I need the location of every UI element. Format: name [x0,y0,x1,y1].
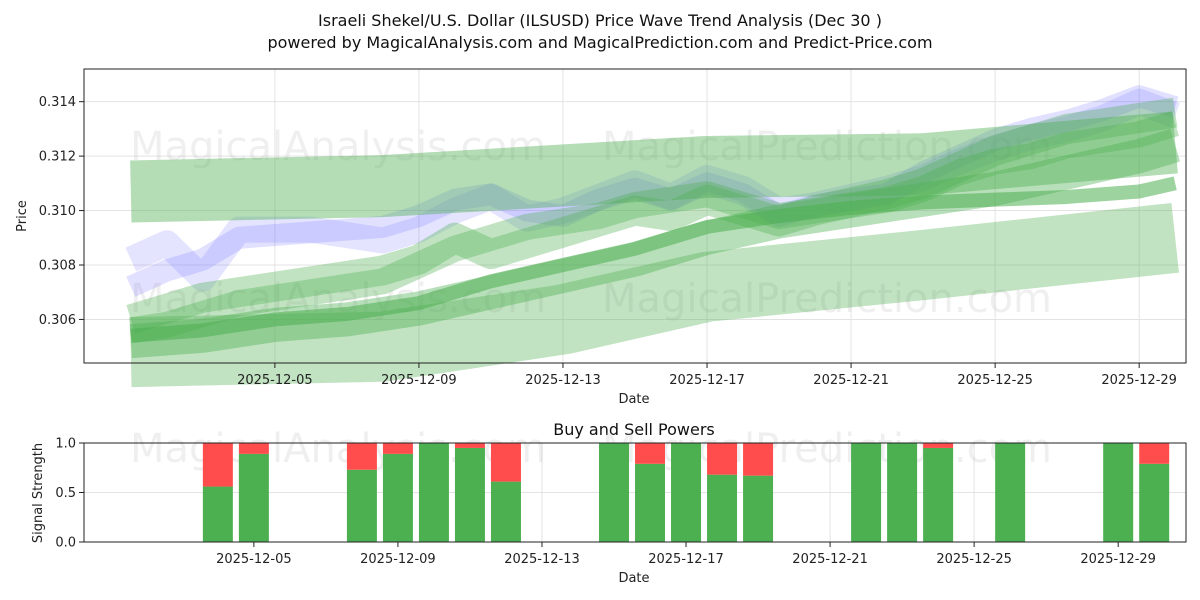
sell-bar [743,443,774,476]
buy-bar [202,486,233,542]
sell-bar [454,443,485,448]
sell-bar [382,443,413,454]
sell-bar [923,443,954,448]
buy-bar [346,469,377,542]
price-x-tick-label: 2025-12-17 [669,373,745,388]
buy-sell-x-ticks: 2025-12-05 2025-12-09 2025-12-13 2025-12-17… [216,542,1156,567]
price-wave-chart: MagicalAnalysis.com MagicalPrediction.com… [15,68,1187,407]
buy-bar [454,447,485,542]
price-y-tick-label: 0.314 [39,95,76,110]
price-y-tick-label: 0.308 [39,259,76,274]
buy-bar [851,443,882,542]
price-x-tick-label: 2025-12-29 [1101,373,1177,388]
sell-bar [490,443,521,482]
price-series-green-band-wide [130,111,1178,223]
sell-bar [635,443,666,464]
price-y-tick-label: 0.310 [39,204,76,219]
buy-bar [1103,443,1134,542]
buy-sell-watermark: MagicalPrediction.com [602,426,1052,472]
buy-bar [635,463,666,542]
sell-bar [1139,443,1170,464]
buy-bar [923,447,954,542]
buy-sell-bars [202,443,1170,542]
price-watermark: MagicalPrediction.com [602,276,1052,322]
price-series-green-trend-2 [129,128,1181,359]
buy-sell-x-tick-label: 2025-12-05 [216,552,292,567]
sell-bar [238,443,269,454]
buy-bar [599,443,629,542]
buy-bar [418,443,449,542]
buy-sell-x-tick-label: 2025-12-13 [504,552,580,567]
sell-bar [346,443,377,470]
price-y-ticks: 0.306 0.308 0.310 0.312 0.314 [39,95,84,328]
buy-sell-y-axis-label: Signal Strength [31,443,46,543]
price-series [125,85,1181,388]
buy-sell-y-tick-label: 0.0 [55,536,76,551]
price-series-blue-wave-1 [125,88,1180,292]
price-x-tick-label: 2025-12-21 [813,373,889,388]
price-x-tick-label: 2025-12-09 [381,373,457,388]
sell-bar [202,443,233,487]
buy-sell-y-tick-label: 1.0 [55,437,76,452]
price-x-tick-label: 2025-12-05 [237,373,313,388]
chart-title: Israeli Shekel/U.S. Dollar (ILSUSD) Pric… [318,11,882,30]
buy-sell-x-tick-label: 2025-12-09 [360,552,436,567]
price-y-axis-label: Price [15,200,30,232]
price-series-blue-wave-2 [126,85,1179,297]
buy-sell-x-tick-label: 2025-12-25 [936,552,1012,567]
buy-sell-x-tick-label: 2025-12-17 [648,552,724,567]
price-x-tick-label: 2025-12-25 [957,373,1033,388]
buy-bar [707,474,738,542]
buy-bar [238,453,269,542]
buy-sell-chart: Buy and Sell Powers MagicalAnalysis.com M… [31,420,1187,586]
buy-bar [671,443,702,542]
price-series-green-band-lower [130,202,1179,388]
buy-sell-x-axis-label: Date [618,571,649,586]
price-watermark: MagicalAnalysis.com [130,124,546,170]
buy-bar [995,443,1026,542]
price-series-green-trend-1 [130,176,1177,343]
buy-bar [382,453,413,542]
price-x-tick-label: 2025-12-13 [525,373,601,388]
buy-bar [1139,463,1170,542]
buy-sell-y-ticks: 0.0 0.5 1.0 [55,437,84,551]
price-plot-frame [83,68,1187,364]
price-x-axis-label: Date [618,392,649,407]
buy-bar [490,481,521,542]
buy-sell-y-tick-label: 0.5 [55,486,76,501]
price-y-tick-label: 0.312 [39,150,76,165]
price-x-ticks: 2025-12-05 2025-12-09 2025-12-13 2025-12-17… [237,363,1177,388]
buy-bar [887,443,918,542]
price-y-tick-label: 0.306 [39,313,76,328]
sell-bar [707,443,738,475]
price-watermark: MagicalPrediction.com [602,124,1052,170]
buy-bar [743,475,774,542]
price-series-green-wave-1 [126,97,1178,334]
buy-sell-x-tick-label: 2025-12-21 [792,552,868,567]
buy-sell-title: Buy and Sell Powers [553,420,715,439]
price-series-green-wave-2 [128,111,1179,344]
buy-sell-x-tick-label: 2025-12-29 [1080,552,1156,567]
chart-subtitle: powered by MagicalAnalysis.com and Magic… [267,33,932,52]
